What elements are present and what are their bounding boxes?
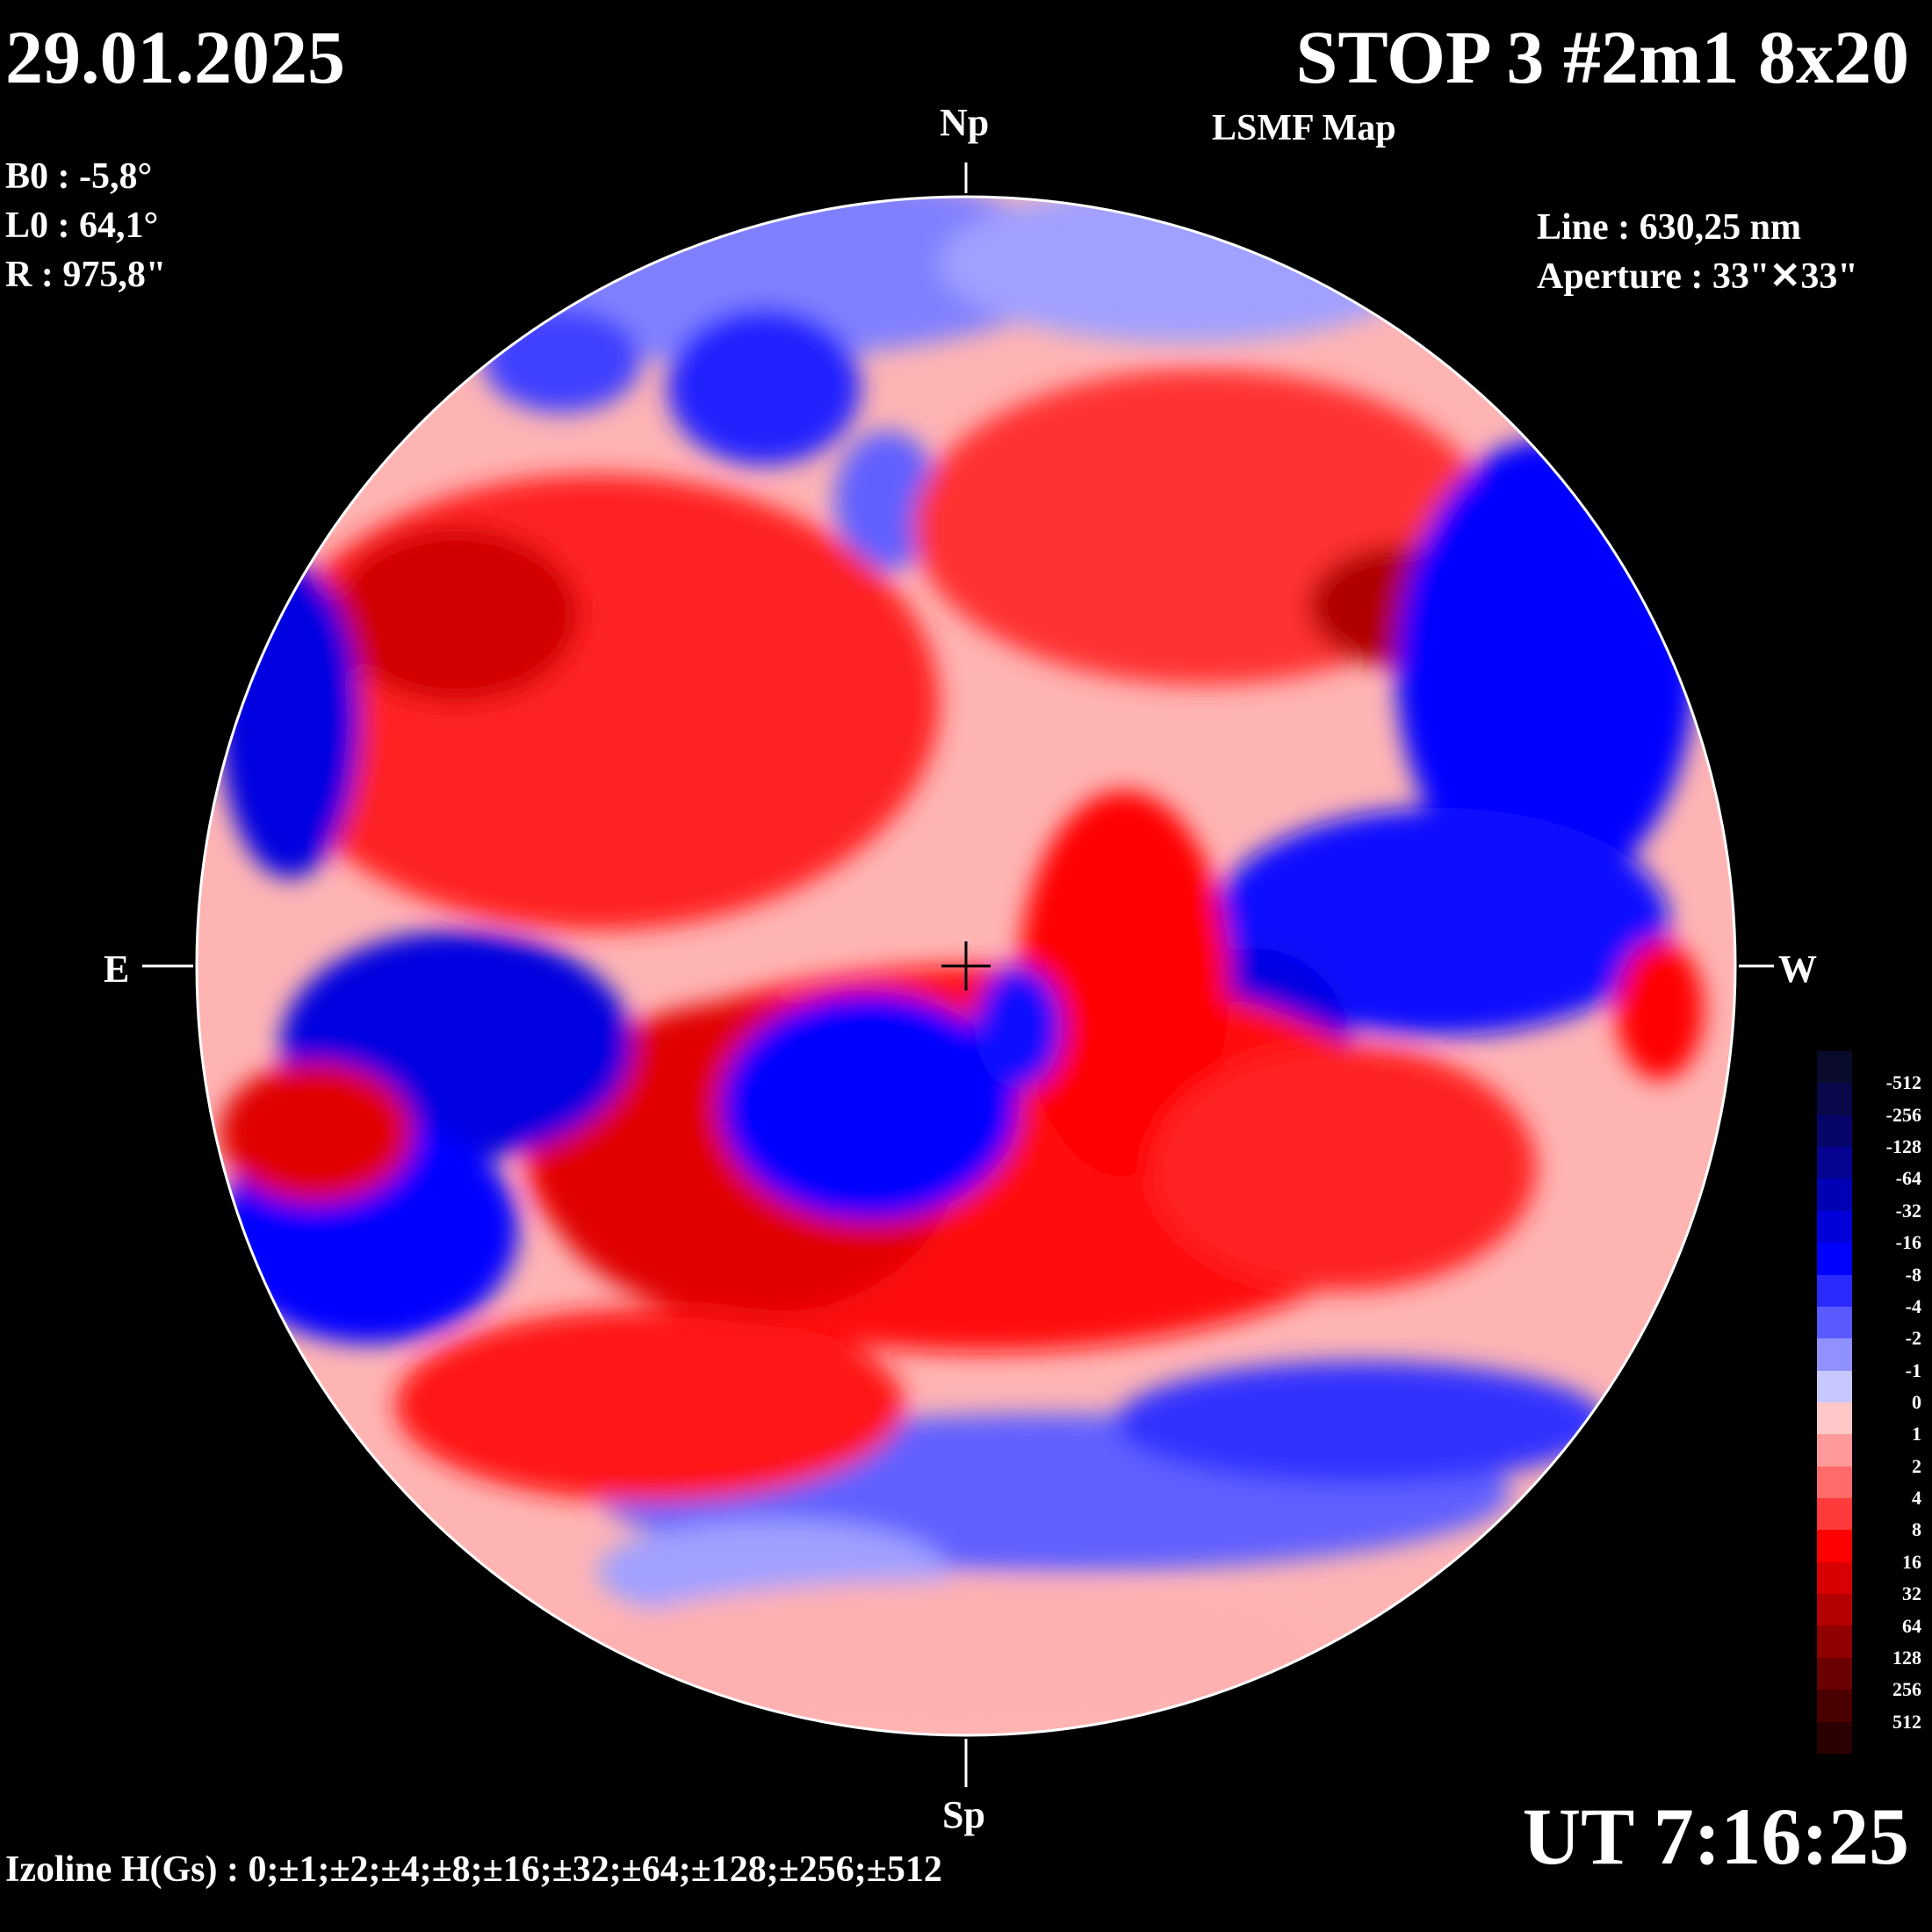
- colorbar-label: 64: [1902, 1614, 1921, 1637]
- colorbar-label: 512: [1892, 1710, 1921, 1733]
- colorbar-segment: [1817, 1370, 1852, 1402]
- colorbar-segment: [1817, 1147, 1852, 1179]
- colorbar-segment: [1817, 1274, 1852, 1307]
- colorbar-label: -128: [1885, 1135, 1921, 1158]
- param-r: R : 975,8": [5, 255, 167, 295]
- colorbar-segment: [1817, 1561, 1852, 1595]
- observation-time: UT 7:16:25: [1522, 1791, 1909, 1881]
- compass-north-label: Np: [940, 101, 990, 144]
- colorbar-segment: [1817, 1721, 1852, 1754]
- colorbar-label: 4: [1912, 1487, 1921, 1510]
- colorbar-label: 0: [1912, 1391, 1921, 1413]
- param-l0: L0 : 64,1°: [5, 205, 159, 246]
- observation-date: 29.01.2025: [5, 15, 345, 99]
- compass-west-label: W: [1778, 948, 1817, 991]
- colorbar-segment: [1817, 1466, 1852, 1499]
- colorbar-segment: [1817, 1402, 1852, 1435]
- colorbar-segment: [1817, 1530, 1852, 1562]
- compass-south-label: Sp: [942, 1793, 985, 1836]
- center-crosshair-icon: [941, 941, 991, 991]
- colorbar-label: 8: [1912, 1518, 1921, 1541]
- colorbar-segment: [1817, 1690, 1852, 1722]
- colorbar-label: -256: [1885, 1103, 1921, 1126]
- colorbar: [1817, 1051, 1852, 1754]
- param-line: Line : 630,25 nm: [1537, 207, 1802, 248]
- izoline-legend: Izoline H(Gs) : 0;±1;±2;±4;±8;±16;±32;±6…: [5, 1849, 942, 1890]
- colorbar-label: 128: [1892, 1646, 1921, 1669]
- param-aperture: Aperture : 33"✕33": [1537, 256, 1858, 297]
- colorbar-label: 256: [1892, 1678, 1921, 1701]
- colorbar-segment: [1817, 1657, 1852, 1690]
- compass-east-label: E: [104, 948, 130, 991]
- colorbar-segment: [1817, 1051, 1852, 1084]
- colorbar-segment: [1817, 1243, 1852, 1275]
- colorbar-label: -1: [1905, 1359, 1921, 1381]
- colorbar-segment: [1817, 1498, 1852, 1531]
- param-b0: B0 : -5,8°: [5, 156, 153, 197]
- colorbar-label: 1: [1912, 1423, 1921, 1445]
- colorbar-segment: [1817, 1626, 1852, 1658]
- colorbar-segment: [1817, 1594, 1852, 1626]
- colorbar-label: -512: [1885, 1071, 1921, 1094]
- solar-disk: [197, 197, 1735, 1735]
- colorbar-label: -32: [1895, 1199, 1921, 1222]
- colorbar-segment: [1817, 1114, 1852, 1148]
- colorbar-label: 16: [1902, 1550, 1921, 1573]
- colorbar-label: 2: [1912, 1454, 1921, 1477]
- colorbar-segment: [1817, 1434, 1852, 1467]
- colorbar-segment: [1817, 1210, 1852, 1244]
- colorbar-segment: [1817, 1083, 1852, 1115]
- colorbar-label: -2: [1905, 1327, 1921, 1350]
- map-subtitle: LSMF Map: [1212, 108, 1396, 148]
- colorbar-segment: [1817, 1179, 1852, 1211]
- colorbar-labels: -512 -256 -128 -64 -32 -16 -8 -4 -2 -1 0 1 2 4 8 16 32 64…: [1860, 1051, 1921, 1754]
- colorbar-label: -64: [1895, 1167, 1921, 1190]
- colorbar-label: -8: [1905, 1263, 1921, 1286]
- map-title: STOP 3 #2m1 8x20: [1295, 15, 1909, 99]
- colorbar-label: 32: [1902, 1582, 1921, 1605]
- colorbar-segment: [1817, 1306, 1852, 1339]
- colorbar-segment: [1817, 1338, 1852, 1371]
- colorbar-label: -4: [1905, 1294, 1921, 1317]
- colorbar-label: -16: [1895, 1231, 1921, 1254]
